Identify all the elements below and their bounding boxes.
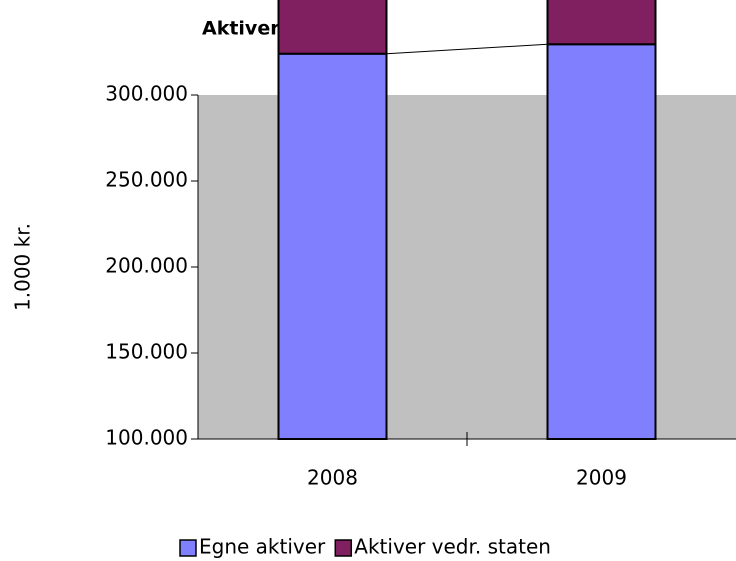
bar-segment: [546, 43, 657, 440]
bar-segment: [277, 52, 388, 440]
legend-label: Egne aktiver: [199, 535, 326, 559]
y-axis-label: 1.000 kr.: [11, 223, 35, 311]
y-tick-label: 100.000: [105, 426, 188, 450]
chart-title: Aktiver: [202, 18, 280, 40]
y-tick-label: 150.000: [105, 340, 188, 364]
y-tick-label: 250.000: [105, 168, 188, 192]
bar-segment: [546, 0, 657, 46]
y-tick-label: 200.000: [105, 254, 188, 278]
x-tick-label: 2009: [576, 466, 627, 490]
x-tick-label: 2008: [307, 466, 358, 490]
legend-swatch: [334, 539, 353, 557]
series-line: [386, 43, 548, 55]
legend-swatch: [179, 539, 197, 557]
y-tick-label: 300.000: [105, 82, 188, 106]
legend-label: Aktiver vedr. staten: [354, 535, 551, 559]
bar-segment: [277, 0, 388, 55]
